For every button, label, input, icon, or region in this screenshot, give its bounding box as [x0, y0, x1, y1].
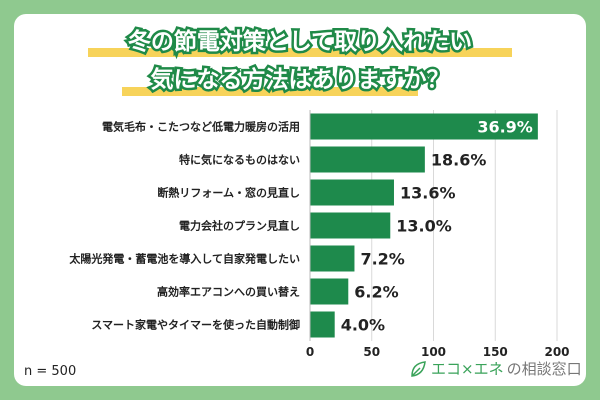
category-label: 高効率エアコンへの買い替え [157, 285, 300, 299]
data-label: 13.6% [400, 184, 456, 203]
title-highlight [122, 87, 418, 96]
title-highlight [88, 48, 512, 57]
card [14, 14, 586, 386]
leaf-icon [411, 360, 426, 377]
data-label: 18.6% [431, 151, 487, 170]
x-tick-label: 0 [306, 345, 314, 359]
category-label: スマート家電やタイマーを使った自動制御 [91, 318, 300, 332]
category-label: 電力会社のプラン見直し [179, 219, 300, 233]
bar [310, 278, 349, 305]
bar [310, 245, 355, 272]
logo-text-gray: の相談窓口 [506, 360, 582, 378]
bar [310, 311, 335, 338]
category-label: 電気毛布・こたつなど低電力暖房の活用 [102, 120, 300, 134]
bar [310, 179, 394, 206]
logo: エコ×エネ の相談窓口 [408, 358, 582, 379]
data-label: 6.2% [354, 283, 398, 302]
x-tick-label: 150 [483, 345, 508, 359]
bar [310, 212, 391, 239]
bar [310, 146, 425, 173]
category-label: 太陽光発電・蓄電池を導入して自家発電したい [68, 252, 300, 266]
category-label: 特に気になるものはない [179, 153, 300, 167]
x-tick-label: 200 [544, 345, 569, 359]
data-label: 13.0% [396, 217, 452, 236]
data-label: 4.0% [341, 316, 385, 335]
data-label: 7.2% [360, 250, 404, 269]
bar [310, 113, 538, 140]
x-tick-label: 100 [421, 345, 446, 359]
category-label: 断熱リフォーム・窓の見直し [157, 186, 300, 200]
data-label: 36.9% [477, 118, 533, 137]
x-tick-label: 50 [363, 345, 380, 359]
sample-size: n = 500 [24, 364, 77, 379]
chart-title-line2: 気になる方法はありますか？ [148, 65, 452, 96]
logo-text-green: エコ×エネ [431, 360, 504, 378]
chart-title-line1: 冬の節電対策として取り入れたい [125, 27, 474, 58]
